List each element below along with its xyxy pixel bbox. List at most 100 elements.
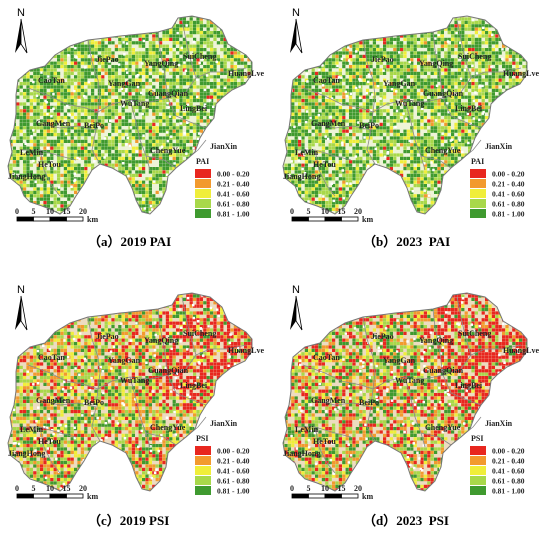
district-border xyxy=(181,19,197,79)
map-svg: JiePao YangQing SuiCheng HuangLve CaoTan Yang… xyxy=(7,284,264,501)
caption-c: （c）2019 PSI xyxy=(88,513,170,528)
place-label-jianxin: JianXin xyxy=(485,419,513,428)
district-border xyxy=(27,87,99,113)
place-label-wutang: WuTang xyxy=(120,376,149,385)
district-border xyxy=(97,91,187,113)
region-outline xyxy=(7,15,253,215)
district-border xyxy=(420,432,452,446)
district-border xyxy=(91,111,101,165)
legend-swatch xyxy=(470,189,486,198)
caption-b: （b）2023 PAI xyxy=(363,234,451,249)
place-label-beipo: BeiPo xyxy=(84,121,104,130)
place-label-hetou: HeTou xyxy=(313,437,336,446)
place-label-gangmen: GangMen xyxy=(311,119,346,128)
district-border xyxy=(442,97,482,129)
district-border xyxy=(27,364,99,390)
district-border xyxy=(295,149,352,161)
place-label-lingbei: LingBei xyxy=(455,104,483,113)
svg-text:km: km xyxy=(87,215,98,224)
district-border xyxy=(87,316,101,390)
legend-swatch xyxy=(470,476,486,485)
legend-label: 0.00 - 0.20 xyxy=(492,170,525,179)
district-border xyxy=(145,155,177,169)
place-label-huanglve: HuangLve xyxy=(228,69,264,78)
legend-swatch xyxy=(470,209,486,218)
legend-swatch xyxy=(195,486,211,495)
place-label-yanggan: YangGan xyxy=(383,79,416,88)
legend-label: 0.81 - 1.00 xyxy=(492,487,525,496)
legend-swatch xyxy=(470,486,486,495)
legend-swatch xyxy=(470,179,486,188)
place-label-suicheng: SuiCheng xyxy=(458,329,491,338)
legend-label: 0.21 - 0.40 xyxy=(492,457,525,466)
place-label-jianxin: JianXin xyxy=(210,419,238,428)
place-label-suicheng: SuiCheng xyxy=(183,329,216,338)
region-outline xyxy=(282,292,528,492)
svg-text:0: 0 xyxy=(15,207,19,216)
place-label-caotan: CaoTan xyxy=(38,353,65,362)
place-label-hetou: HeTou xyxy=(313,160,336,169)
district-border xyxy=(362,39,376,113)
place-label-jiepao: JiePao xyxy=(371,332,394,341)
place-label-guangqian: GuangQian xyxy=(423,366,464,375)
district-border xyxy=(404,99,426,171)
north-arrow-icon: N xyxy=(290,7,303,54)
district-border xyxy=(432,308,444,376)
map-panel-c: JiePao YangQing SuiCheng HuangLve CaoTan Yang… xyxy=(0,277,275,554)
district-border xyxy=(145,432,177,446)
district-border xyxy=(366,111,376,165)
legend-swatch xyxy=(470,466,486,475)
district-border xyxy=(456,296,472,356)
region-outline xyxy=(282,15,528,215)
legend-label: 0.21 - 0.40 xyxy=(492,180,525,189)
svg-text:5: 5 xyxy=(32,207,36,216)
district-border xyxy=(129,99,151,171)
legend-swatch xyxy=(470,456,486,465)
place-label-yanggan: YangGan xyxy=(108,356,141,365)
legend-label: 0.00 - 0.20 xyxy=(217,447,250,456)
north-arrow-icon: N xyxy=(290,284,303,331)
place-label-yanggan: YangGan xyxy=(108,79,141,88)
place-label-jianxin: JianXin xyxy=(210,142,238,151)
place-label-yangqing: YangQing xyxy=(144,59,178,68)
district-border xyxy=(404,376,426,448)
map-svg: JiePao YangQing SuiCheng HuangLve CaoTan Yang… xyxy=(282,284,539,501)
legend-label: 0.00 - 0.20 xyxy=(217,170,250,179)
legend-label: 0.81 - 1.00 xyxy=(492,210,525,219)
place-label-caotan: CaoTan xyxy=(38,76,65,85)
district-border xyxy=(314,426,336,474)
legend-label: 0.61 - 0.80 xyxy=(492,200,525,209)
place-label-yangqing: YangQing xyxy=(419,59,453,68)
district-border xyxy=(295,426,352,438)
place-label-guangqian: GuangQian xyxy=(423,89,464,98)
map-panel-d: JiePao YangQing SuiCheng HuangLve CaoTan Yang… xyxy=(275,277,550,554)
legend-swatch xyxy=(195,189,211,198)
svg-text:N: N xyxy=(17,7,25,19)
place-label-jiepao: JiePao xyxy=(96,332,119,341)
legend-label: 0.21 - 0.40 xyxy=(217,180,250,189)
place-label-jiepao: JiePao xyxy=(96,55,119,64)
legend-label: 0.61 - 0.80 xyxy=(492,477,525,486)
district-border xyxy=(432,31,444,99)
place-label-jianghong: JiangHong xyxy=(283,172,320,181)
district-border xyxy=(362,316,376,390)
place-label-chengyue: ChengYue xyxy=(150,146,186,155)
district-border xyxy=(185,344,247,370)
place-label-suicheng: SuiCheng xyxy=(458,52,491,61)
district-border xyxy=(97,368,187,390)
district-border xyxy=(157,308,169,376)
place-label-caotan: CaoTan xyxy=(313,76,340,85)
caption-a: （a）2019 PAI xyxy=(88,234,172,249)
legend-title: PSI xyxy=(196,434,208,443)
place-label-gangmen: GangMen xyxy=(36,396,71,405)
region-outline xyxy=(7,292,253,492)
place-label-yangqing: YangQing xyxy=(419,336,453,345)
place-label-jianghong: JiangHong xyxy=(8,449,45,458)
district-border xyxy=(157,31,169,99)
place-label-hetou: HeTou xyxy=(38,160,61,169)
legend-swatch xyxy=(470,169,486,178)
place-label-lemin: LeMin xyxy=(295,425,319,434)
district-border xyxy=(167,97,207,129)
district-border xyxy=(91,388,101,442)
